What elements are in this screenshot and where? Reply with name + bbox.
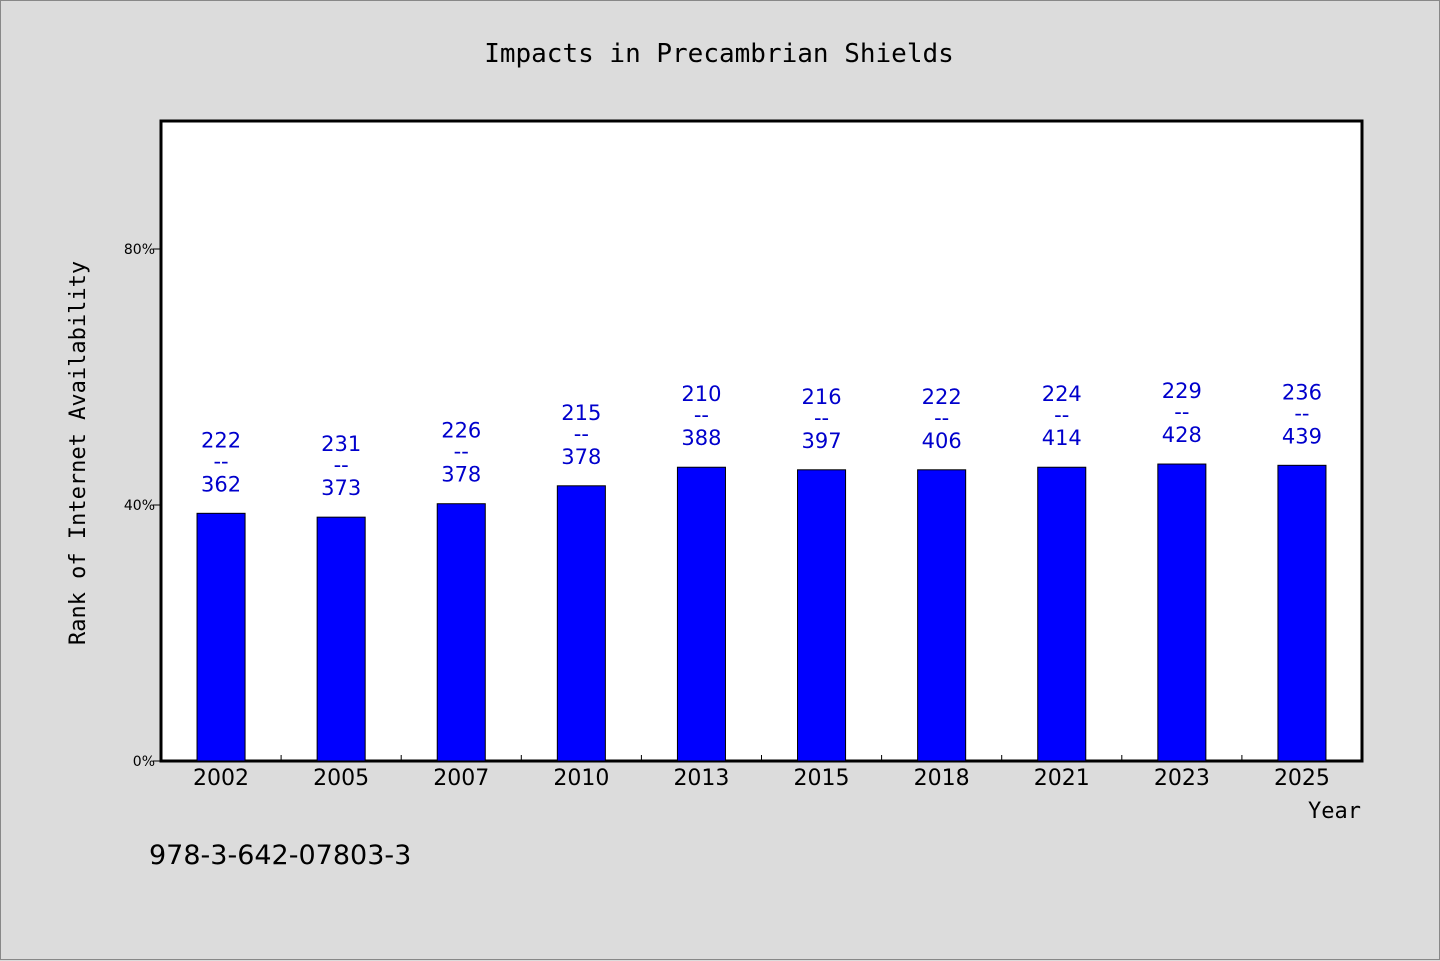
- chart-title: Impacts in Precambrian Shields: [484, 39, 954, 69]
- data-label-bottom: 378: [561, 445, 601, 469]
- data-label-bottom: 428: [1162, 423, 1202, 447]
- data-label-bottom: 378: [441, 463, 481, 487]
- y-tick-label: 0%: [133, 754, 155, 770]
- data-label-separator: --: [694, 403, 709, 427]
- y-tick-label: 40%: [124, 498, 155, 514]
- data-label-separator: --: [1054, 403, 1069, 427]
- x-tick-label: 2013: [673, 766, 729, 791]
- y-tick-label: 80%: [124, 242, 155, 258]
- y-axis-label: Rank of Internet Availability: [66, 261, 91, 645]
- bar: [798, 470, 846, 761]
- bar: [677, 467, 725, 761]
- x-tick-label: 2021: [1034, 766, 1090, 791]
- data-label-separator: --: [334, 453, 349, 477]
- bar: [1038, 467, 1086, 761]
- data-label-separator: --: [213, 449, 228, 473]
- data-label-bottom: 439: [1282, 424, 1322, 448]
- data-label-bottom: 414: [1042, 426, 1082, 450]
- data-label-bottom: 362: [201, 472, 241, 496]
- x-tick-label: 2010: [553, 766, 609, 791]
- data-label-separator: --: [814, 406, 829, 430]
- bar: [1278, 465, 1326, 761]
- x-tick-label: 2018: [914, 766, 970, 791]
- bar: [557, 486, 605, 761]
- data-label-separator: --: [574, 422, 589, 446]
- data-label-bottom: 406: [922, 429, 962, 453]
- bar: [317, 517, 365, 761]
- x-tick-label: 2005: [313, 766, 369, 791]
- bar: [918, 470, 966, 761]
- x-tick-label: 2025: [1274, 766, 1330, 791]
- x-tick-label: 2002: [193, 766, 249, 791]
- data-label-bottom: 397: [802, 429, 842, 453]
- bar: [197, 513, 245, 761]
- data-label-bottom: 388: [681, 426, 721, 450]
- y-axis: 0% 40% 80%: [124, 242, 161, 770]
- data-label-separator: --: [1174, 400, 1189, 424]
- x-tick-label: 2007: [433, 766, 489, 791]
- x-tick-label: 2023: [1154, 766, 1210, 791]
- data-label-separator: --: [454, 440, 469, 464]
- x-tick-label: 2015: [794, 766, 850, 791]
- footer-code: 978-3-642-07803-3: [149, 840, 411, 871]
- bar: [437, 504, 485, 761]
- bar: [1158, 464, 1206, 761]
- data-label-bottom: 373: [321, 476, 361, 500]
- data-label-separator: --: [1294, 401, 1309, 425]
- x-axis-label: Year: [1308, 799, 1361, 824]
- data-label-separator: --: [934, 406, 949, 430]
